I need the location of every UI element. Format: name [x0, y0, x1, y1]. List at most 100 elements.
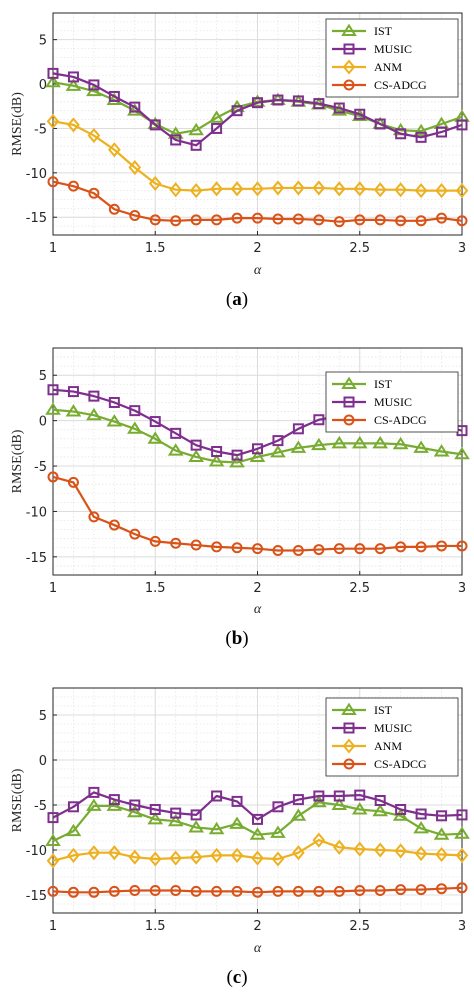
data-point — [395, 884, 407, 896]
legend-label: CS-ADCG — [374, 757, 427, 771]
data-point — [45, 74, 61, 88]
data-point — [372, 803, 389, 817]
axes-box — [52, 12, 463, 236]
data-point — [456, 215, 468, 227]
legend-marker — [341, 23, 357, 36]
data-point — [272, 94, 284, 106]
y-axis-label: RMSE(dB) — [10, 768, 25, 832]
data-point — [167, 443, 184, 456]
data-point — [108, 845, 121, 861]
y-tick-label: -5 — [34, 799, 47, 814]
legend-item: CS-ADCG — [332, 413, 427, 427]
data-point — [415, 131, 427, 143]
data-point — [87, 845, 101, 861]
series-cs-adcg — [47, 471, 468, 556]
legend-marker — [341, 702, 357, 715]
data-point — [210, 847, 223, 863]
legend: IST MUSIC ANM CS-ADCG — [325, 697, 459, 777]
data-point — [454, 446, 470, 460]
data-point — [313, 544, 325, 556]
data-point — [394, 843, 407, 859]
data-point — [395, 215, 407, 227]
data-point — [415, 215, 427, 227]
legend-marker — [342, 738, 356, 754]
data-point — [272, 435, 284, 447]
data-point — [272, 544, 284, 556]
series-line — [52, 801, 463, 842]
data-point — [252, 886, 263, 898]
x-tick-label: 1.5 — [145, 581, 166, 596]
data-point — [170, 885, 182, 896]
y-axis-label: RMSE(dB) — [10, 429, 25, 493]
data-point — [47, 176, 59, 188]
data-point — [231, 212, 243, 224]
data-point — [108, 519, 120, 531]
data-point — [455, 847, 469, 863]
data-point — [189, 183, 203, 199]
data-point — [292, 95, 304, 107]
data-point — [88, 79, 100, 91]
x-tick-label: 2.5 — [349, 581, 370, 596]
series-anm — [46, 113, 469, 199]
data-point — [292, 544, 304, 556]
data-point — [190, 885, 202, 897]
data-point — [149, 119, 161, 131]
legend-label: IST — [374, 377, 393, 391]
data-point — [414, 183, 428, 199]
legend-marker — [343, 43, 355, 55]
axes-box — [52, 347, 463, 576]
data-point — [190, 139, 202, 151]
data-point — [210, 181, 223, 197]
data-point — [229, 816, 245, 829]
data-point — [292, 845, 305, 861]
data-point — [170, 537, 182, 549]
data-point — [270, 445, 286, 458]
data-point — [170, 427, 182, 439]
data-point — [313, 414, 325, 426]
legend-item: CS-ADCG — [332, 78, 427, 92]
data-point — [108, 203, 120, 215]
series-ist — [45, 402, 470, 468]
data-point — [46, 853, 60, 869]
x-tick-label: 1 — [49, 581, 57, 596]
data-point — [455, 183, 469, 199]
data-point — [129, 885, 141, 896]
data-point — [374, 543, 386, 555]
data-point — [169, 850, 183, 866]
data-point — [354, 214, 366, 226]
data-point — [65, 78, 82, 91]
y-tick-label: -15 — [26, 211, 47, 226]
data-point — [86, 798, 102, 811]
data-point — [148, 175, 162, 192]
legend-marker — [341, 376, 357, 389]
legend-item: IST — [332, 702, 393, 717]
data-point — [211, 446, 223, 458]
data-point — [272, 885, 284, 897]
x-tick-label: 2.5 — [349, 919, 370, 934]
data-point — [149, 214, 161, 226]
data-point — [106, 798, 123, 811]
data-point — [211, 790, 223, 802]
data-point — [129, 799, 141, 811]
data-point — [46, 113, 60, 129]
data-point — [251, 850, 264, 866]
data-point — [129, 405, 141, 417]
data-point — [271, 851, 285, 867]
data-point — [313, 214, 325, 226]
data-point — [252, 813, 263, 825]
data-point — [435, 846, 448, 863]
legend-marker — [342, 59, 356, 75]
data-point — [333, 885, 345, 897]
x-tick-label: 1.5 — [145, 919, 166, 934]
series-cs-adcg — [47, 176, 468, 228]
data-point — [190, 539, 202, 551]
data-point — [208, 454, 225, 467]
data-point — [190, 439, 202, 451]
data-point — [374, 214, 386, 226]
data-point — [47, 67, 59, 79]
data-point — [108, 396, 120, 408]
data-point — [332, 839, 346, 855]
data-point — [249, 449, 266, 462]
data-point — [211, 541, 223, 553]
data-point — [129, 101, 141, 113]
